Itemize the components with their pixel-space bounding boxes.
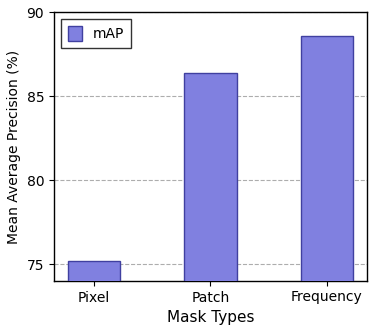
Bar xyxy=(68,261,120,332)
Bar xyxy=(301,36,353,332)
Y-axis label: Mean Average Precision (%): Mean Average Precision (%) xyxy=(7,49,21,244)
X-axis label: Mask Types: Mask Types xyxy=(167,310,254,325)
Bar xyxy=(184,73,237,332)
Legend: mAP: mAP xyxy=(61,19,131,48)
